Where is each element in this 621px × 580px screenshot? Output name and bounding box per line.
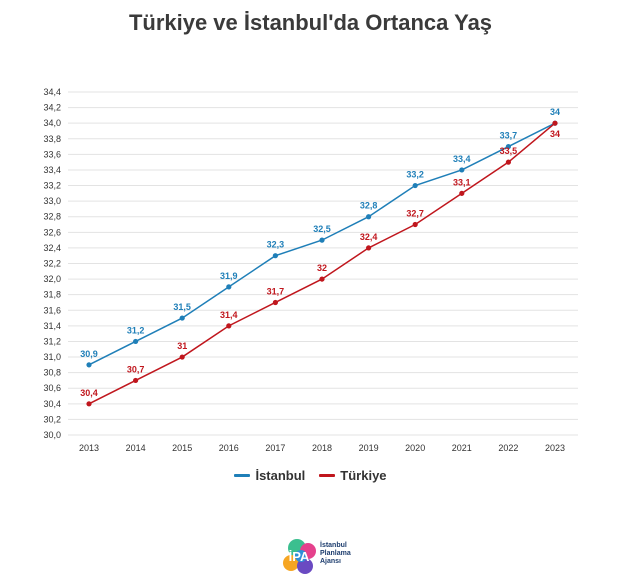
data-label-istanbul: 33,4 xyxy=(453,154,471,164)
series-line-istanbul xyxy=(88,122,556,366)
chart-title: Türkiye ve İstanbul'da Ortanca Yaş xyxy=(128,10,493,35)
data-point-turkiye xyxy=(319,276,325,282)
data-point-turkiye xyxy=(505,159,511,165)
y-tick-label: 32,6 xyxy=(43,227,61,237)
y-tick-label: 32,4 xyxy=(43,243,61,253)
y-tick-label: 30,2 xyxy=(43,414,61,424)
data-label-istanbul: 33,2 xyxy=(406,170,424,180)
y-tick-label: 34,4 xyxy=(43,87,61,97)
x-tick-label: 2019 xyxy=(359,443,379,453)
y-tick-label: 31,8 xyxy=(43,290,61,300)
data-point-istanbul xyxy=(226,284,232,290)
data-label-istanbul: 31,9 xyxy=(220,271,238,281)
data-point-istanbul xyxy=(133,338,139,345)
data-label-turkiye: 31,4 xyxy=(220,310,238,320)
logo-mark: İPA xyxy=(289,549,310,564)
axis-layer: 30,0 30,2 30,4 30,6 30,8 31,0 31,2 31,4 31,6 31,8… xyxy=(43,87,565,453)
y-tick-label: 32,0 xyxy=(43,274,61,284)
data-point-istanbul xyxy=(505,143,511,150)
y-tick-label: 33,8 xyxy=(43,134,61,144)
legend-label-istanbul: İstanbul xyxy=(255,468,306,483)
ipa-logo: İPA xyxy=(283,539,316,574)
data-label-turkiye: 30,7 xyxy=(127,364,145,374)
data-point-istanbul xyxy=(86,362,92,368)
x-tick-label: 2014 xyxy=(126,443,146,453)
legend: İstanbul Türkiye xyxy=(0,468,621,483)
data-label-turkiye: 31,7 xyxy=(267,286,285,296)
x-tick-label: 2013 xyxy=(79,443,99,453)
x-tick-label: 2020 xyxy=(405,443,425,453)
data-point-turkiye xyxy=(179,354,185,360)
logo-text-line2: Planlama xyxy=(320,550,351,557)
data-label-turkiye: 33,5 xyxy=(500,146,518,156)
x-tick-label: 2015 xyxy=(172,443,192,453)
data-label-turkiye: 31 xyxy=(177,341,187,351)
data-label-istanbul: 34 xyxy=(550,107,560,117)
data-point-turkiye xyxy=(366,245,372,251)
legend-item-istanbul: İstanbul xyxy=(234,468,305,483)
data-label-istanbul: 32,3 xyxy=(267,240,285,250)
legend-swatch-istanbul xyxy=(234,474,251,477)
x-tick-label: 2022 xyxy=(498,443,518,453)
line-chart: 30,0 30,2 30,4 30,6 30,8 31,0 31,2 31,4 31,6 31,8… xyxy=(43,87,578,453)
logo-text: İstanbul Planlama Ajansı xyxy=(320,542,351,566)
y-tick-label: 31,2 xyxy=(43,336,61,346)
y-tick-label: 33,2 xyxy=(43,181,61,191)
series-layer xyxy=(86,120,558,407)
data-point-turkiye xyxy=(226,323,232,329)
y-tick-label: 34,2 xyxy=(43,103,61,113)
data-label-turkiye: 32,4 xyxy=(360,232,378,242)
x-tick-label: 2023 xyxy=(545,443,565,453)
data-point-istanbul xyxy=(272,253,278,259)
data-label-istanbul: 33,7 xyxy=(500,131,518,141)
y-tick-label: 30,6 xyxy=(43,383,61,393)
x-tick-label: 2016 xyxy=(219,443,239,453)
data-label-istanbul: 32,5 xyxy=(313,224,331,234)
data-label-turkiye: 32,7 xyxy=(406,209,424,219)
data-label-layer: 30,9 31,2 31,5 31,9 32,3 32,5 32,8 33,2 33,4 33,7… xyxy=(80,107,560,398)
y-tick-label: 31,4 xyxy=(43,321,61,331)
x-tick-label: 2021 xyxy=(452,443,472,453)
y-tick-label: 33,4 xyxy=(43,165,61,175)
data-label-turkiye: 32 xyxy=(317,263,327,273)
y-tick-label: 30,0 xyxy=(43,430,61,440)
data-label-istanbul: 32,8 xyxy=(360,201,378,211)
logo-blob-blue xyxy=(295,550,307,562)
y-tick-label: 32,2 xyxy=(43,259,61,269)
data-label-turkiye: 30,4 xyxy=(80,388,98,398)
data-label-turkiye: 33,1 xyxy=(453,177,471,187)
data-point-turkiye xyxy=(412,221,418,228)
data-point-istanbul xyxy=(459,167,465,173)
y-tick-label: 31,0 xyxy=(43,352,61,362)
legend-label-turkiye: Türkiye xyxy=(340,468,387,483)
data-point-turkiye xyxy=(133,377,139,384)
data-point-istanbul xyxy=(412,182,418,189)
logo-text-line3: Ajansı xyxy=(320,558,342,565)
logo-blob-orange xyxy=(283,555,299,571)
y-tick-label: 31,6 xyxy=(43,305,61,315)
y-tick-label: 30,4 xyxy=(43,399,61,409)
legend-swatch-turkiye xyxy=(319,474,336,477)
data-point-istanbul xyxy=(319,237,325,243)
y-tick-label: 33,0 xyxy=(43,196,61,206)
data-point-istanbul xyxy=(366,214,372,220)
data-point-turkiye xyxy=(552,120,558,126)
x-tick-label: 2017 xyxy=(265,443,285,453)
y-tick-label: 32,8 xyxy=(43,212,61,222)
data-point-turkiye xyxy=(86,401,92,407)
legend-item-turkiye: Türkiye xyxy=(319,468,387,483)
data-point-istanbul xyxy=(179,315,185,321)
x-tick-label: 2018 xyxy=(312,443,332,453)
data-label-istanbul: 31,2 xyxy=(127,325,145,335)
data-label-istanbul: 31,5 xyxy=(173,302,191,312)
data-label-turkiye: 34 xyxy=(550,129,560,139)
data-label-istanbul: 30,9 xyxy=(80,349,98,359)
data-point-turkiye xyxy=(459,190,465,196)
logo-text-line1: İstanbul xyxy=(320,542,347,549)
y-tick-label: 34,0 xyxy=(43,118,61,128)
y-tick-label: 33,6 xyxy=(43,149,61,159)
y-tick-label: 30,8 xyxy=(43,368,61,378)
data-point-turkiye xyxy=(272,299,278,306)
